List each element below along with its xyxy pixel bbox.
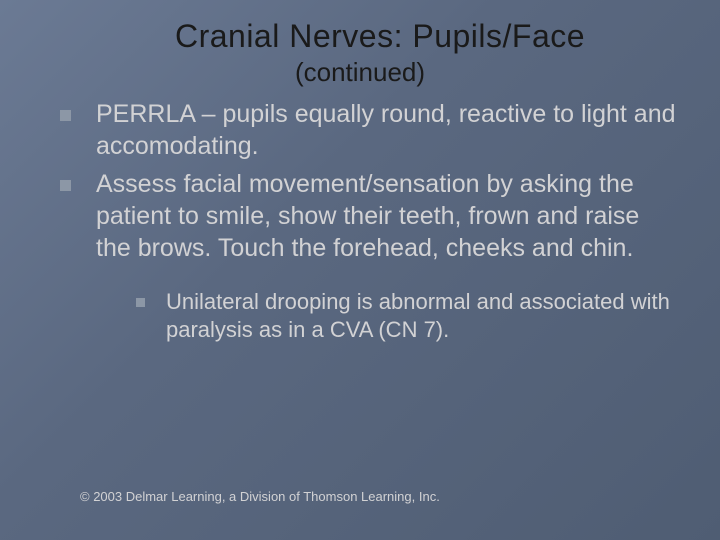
main-bullet-list: PERRLA – pupils equally round, reactive …	[40, 98, 680, 350]
bullet-text: Assess facial movement/sensation by aski…	[96, 170, 639, 262]
bullet-item: Assess facial movement/sensation by aski…	[60, 168, 680, 344]
bullet-text: PERRLA – pupils equally round, reactive …	[96, 100, 676, 160]
slide-subtitle: (continued)	[40, 57, 680, 88]
sub-bullet-list: Unilateral drooping is abnormal and asso…	[96, 288, 680, 344]
sub-bullet-text: Unilateral drooping is abnormal and asso…	[166, 289, 670, 342]
bullet-item: PERRLA – pupils equally round, reactive …	[60, 98, 680, 162]
slide-container: Cranial Nerves: Pupils/Face (continued) …	[0, 0, 720, 540]
sub-bullet-item: Unilateral drooping is abnormal and asso…	[136, 288, 680, 344]
slide-title: Cranial Nerves: Pupils/Face	[80, 18, 680, 55]
copyright-text: © 2003 Delmar Learning, a Division of Th…	[80, 489, 440, 504]
